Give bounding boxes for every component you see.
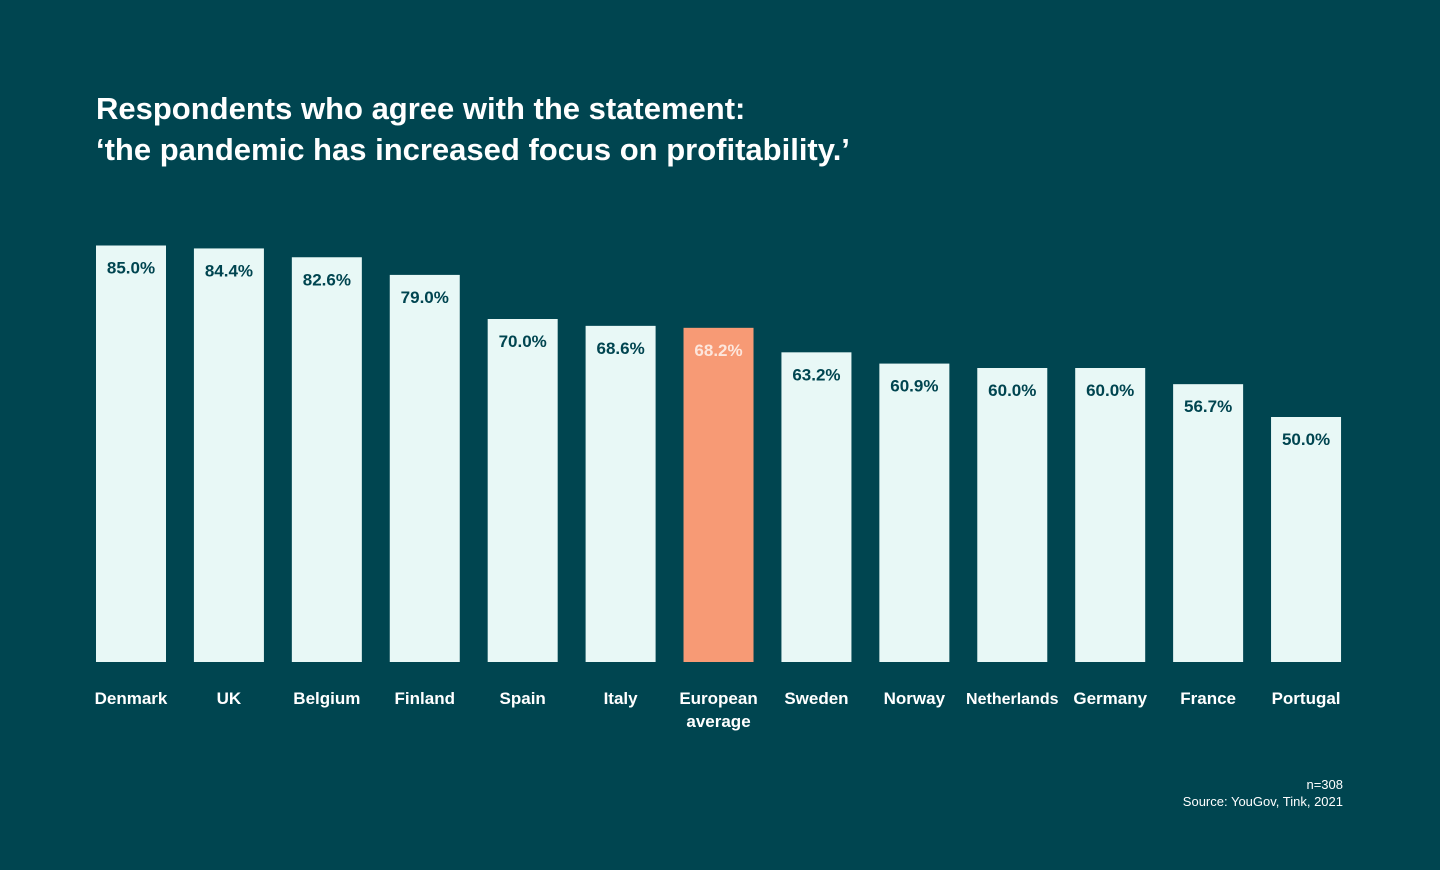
value-label-portugal: 50.0% xyxy=(1282,430,1330,449)
chart-title-line-2: ‘the pandemic has increased focus on pro… xyxy=(96,132,850,167)
category-label-finland: Finland xyxy=(395,689,455,708)
bar-spain xyxy=(487,319,558,662)
category-label-european-average: European average xyxy=(679,689,757,731)
category-label-norway: Norway xyxy=(884,689,946,708)
bar-denmark xyxy=(96,245,166,662)
value-label-italy: 68.6% xyxy=(596,339,644,358)
category-label-spain: Spain xyxy=(500,689,546,708)
bar-finland xyxy=(389,274,460,662)
category-label-france: France xyxy=(1180,689,1236,708)
sample-size-note: n=308 xyxy=(1306,777,1343,792)
value-label-germany: 60.0% xyxy=(1086,381,1134,400)
value-label-denmark: 85.0% xyxy=(107,259,155,278)
value-label-netherlands: 60.0% xyxy=(988,381,1036,400)
bar-uk xyxy=(193,248,264,662)
bar-portugal xyxy=(1271,417,1342,662)
category-label-uk: UK xyxy=(217,689,242,708)
value-label-norway: 60.9% xyxy=(890,377,938,396)
bar-germany xyxy=(1075,368,1146,662)
chart-title-line-1: Respondents who agree with the statement… xyxy=(96,91,746,126)
value-label-european-average: 68.2% xyxy=(694,341,742,360)
bar-netherlands xyxy=(977,368,1048,662)
bar-belgium xyxy=(291,257,362,662)
bar-norway xyxy=(879,363,950,662)
value-label-sweden: 63.2% xyxy=(792,365,840,384)
value-label-france: 56.7% xyxy=(1184,397,1232,416)
bar-sweden xyxy=(781,352,852,662)
category-label-belgium: Belgium xyxy=(293,689,360,708)
value-label-spain: 70.0% xyxy=(499,332,547,351)
category-label-sweden: Sweden xyxy=(784,689,848,708)
category-label-denmark: Denmark xyxy=(95,689,168,708)
value-label-finland: 79.0% xyxy=(401,288,449,307)
bar-european-average xyxy=(683,327,754,662)
source-note: Source: YouGov, Tink, 2021 xyxy=(1182,794,1343,809)
value-label-uk: 84.4% xyxy=(205,261,253,280)
category-label-germany: Germany xyxy=(1073,689,1147,708)
bar-italy xyxy=(585,325,656,662)
chart-title: Respondents who agree with the statement… xyxy=(96,88,850,170)
category-label-italy: Italy xyxy=(604,689,639,708)
category-label-netherlands: Netherlands xyxy=(966,691,1059,708)
category-label-portugal: Portugal xyxy=(1272,689,1341,708)
value-label-belgium: 82.6% xyxy=(303,270,351,289)
bar-france xyxy=(1173,384,1244,662)
chart-footnote: n=308 Source: YouGov, Tink, 2021 xyxy=(1183,776,1343,810)
